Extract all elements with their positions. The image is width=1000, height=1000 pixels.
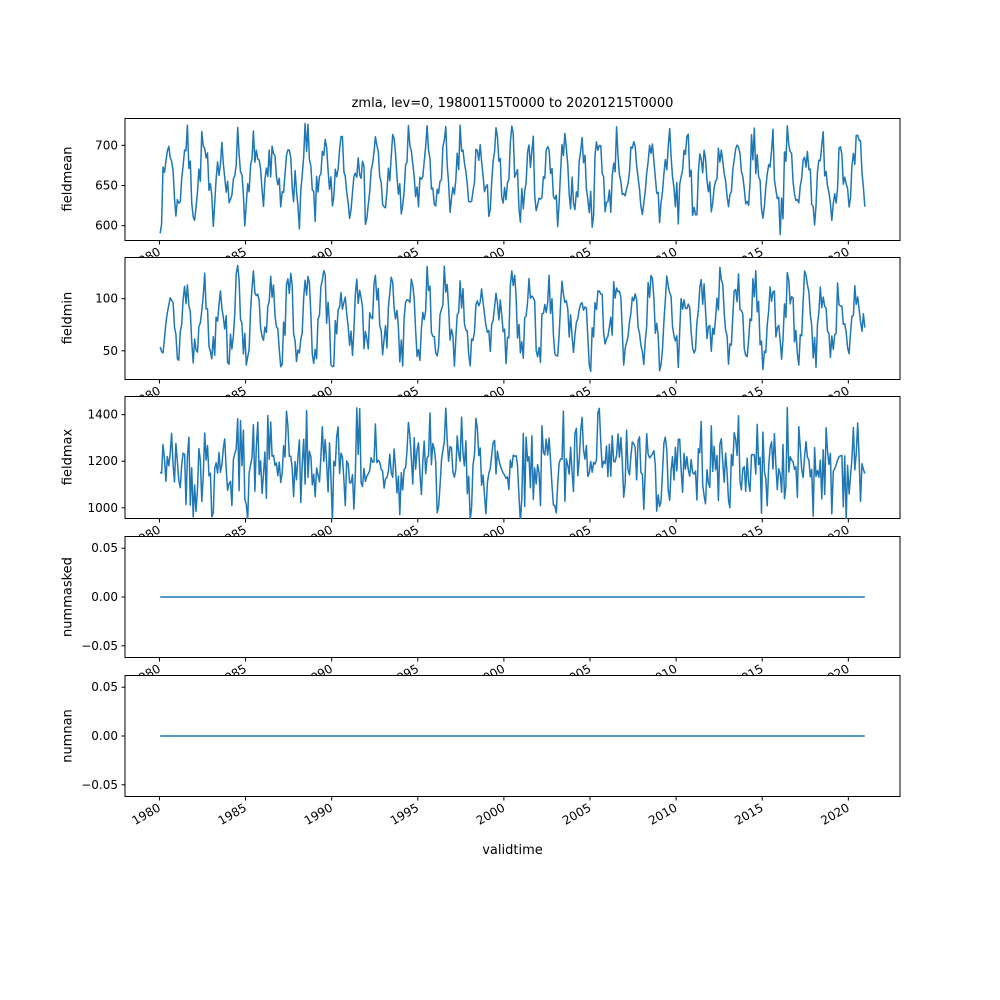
x-axis-label: validtime <box>482 843 543 858</box>
y-tick-label: −0.05 <box>81 639 118 653</box>
x-tick-label: 2020 <box>818 661 851 675</box>
series-line <box>159 264 866 373</box>
x-tick-label: 2015 <box>732 800 765 827</box>
subplot-numnan: numnan 0.05 0.00 −0.05 1980 1985 1990 1995 2000… <box>55 675 905 850</box>
x-tick-label: 2020 <box>818 244 851 257</box>
x-tick-label: 1980 <box>129 800 162 827</box>
subplot-fieldmin: fieldmin 5010019801985199019952000200520… <box>55 257 905 396</box>
x-tick-label: 2000 <box>474 800 507 827</box>
y-tick-label: 650 <box>95 179 118 193</box>
plot-canvas-nummasked: 0.05 0.00 −0.05 1980 1985 1990 1995 2000 2005 201… <box>81 536 901 675</box>
x-tick-label: 1980 <box>129 383 162 396</box>
plot-canvas-fieldmax: 1000 1200 1400 1980 1985 1990 1995 2000 2005 2010… <box>87 396 901 536</box>
subplot-fieldmax: fieldmax 1000120014001980198519901995200… <box>55 396 905 536</box>
y-tick-label: 1400 <box>87 408 118 422</box>
y-tick-label: 0.00 <box>91 590 118 604</box>
y-tick-label: 600 <box>95 219 118 233</box>
x-tick-label: 2010 <box>646 244 679 257</box>
y-tick-label: 0.00 <box>91 729 118 743</box>
x-tick-label: 1980 <box>129 522 162 536</box>
x-tick-label: 2000 <box>474 522 507 536</box>
x-tick-label: 2005 <box>560 522 593 536</box>
x-tick-label: 2010 <box>646 800 679 827</box>
x-tick-label: 2000 <box>474 244 507 257</box>
y-tick-label: 1200 <box>87 454 118 468</box>
x-tick-label: 1985 <box>216 383 249 396</box>
x-tick-label: 2020 <box>818 800 851 827</box>
x-tick-label: 2005 <box>560 244 593 257</box>
plot-canvas-fieldmean: 600 650 700 1980 1985 1990 1995 2000 2005 2010 201… <box>95 118 901 257</box>
x-tick-label: 2005 <box>560 383 593 396</box>
x-tick-label: 1990 <box>302 661 335 675</box>
x-tick-label: 1995 <box>388 800 421 827</box>
y-tick-label: −0.05 <box>81 778 118 792</box>
x-tick-label: 2010 <box>646 383 679 396</box>
plot-canvas-numnan: 0.05 0.00 −0.05 1980 1985 1990 1995 2000 2005 201… <box>81 675 901 828</box>
x-tick-label: 2000 <box>474 383 507 396</box>
x-tick-label: 1985 <box>216 244 249 257</box>
x-tick-label: 2005 <box>560 800 593 827</box>
y-tick-label: 100 <box>95 292 118 306</box>
x-tick-label: 1985 <box>216 661 249 675</box>
series-line <box>159 406 866 519</box>
x-tick-label: 1995 <box>388 244 421 257</box>
x-tick-label: 1985 <box>216 522 249 536</box>
x-tick-label: 1990 <box>302 383 335 396</box>
x-tick-label: 1990 <box>302 244 335 257</box>
y-tick-label: 1000 <box>87 501 118 515</box>
series-line <box>159 122 866 236</box>
x-tick-label: 1990 <box>302 800 335 827</box>
y-tick-label: 0.05 <box>91 680 118 694</box>
y-tick-label: 0.05 <box>91 541 118 555</box>
x-tick-label: 2020 <box>818 383 851 396</box>
x-tick-label: 2000 <box>474 661 507 675</box>
x-tick-label: 2015 <box>732 383 765 396</box>
x-tick-label: 1980 <box>129 244 162 257</box>
x-tick-label: 2005 <box>560 661 593 675</box>
x-tick-label: 1995 <box>388 383 421 396</box>
x-tick-label: 1995 <box>388 661 421 675</box>
subplot-nummasked: nummasked 0.050.00−0.0519801985199019952… <box>55 536 905 675</box>
x-tick-label: 2015 <box>732 244 765 257</box>
plot-canvas-fieldmin: 50 100 1980 1985 1990 1995 2000 2005 2010 2015 202… <box>95 257 901 396</box>
x-tick-label: 2015 <box>732 522 765 536</box>
x-tick-label: 1990 <box>302 522 335 536</box>
y-tick-label: 50 <box>103 344 118 358</box>
x-tick-label: 1995 <box>388 522 421 536</box>
x-tick-label: 2020 <box>818 522 851 536</box>
x-tick-label: 2010 <box>646 522 679 536</box>
x-tick-label: 1980 <box>129 661 162 675</box>
x-tick-label: 2010 <box>646 661 679 675</box>
figure-title: zmla, lev=0, 19800115T0000 to 20201215T0… <box>351 96 674 111</box>
subplot-fieldmean: fieldmean 600650700198019851990199520002… <box>55 118 905 257</box>
x-tick-label: 1985 <box>216 800 249 827</box>
x-tick-label: 2015 <box>732 661 765 675</box>
y-tick-label: 700 <box>95 138 118 152</box>
